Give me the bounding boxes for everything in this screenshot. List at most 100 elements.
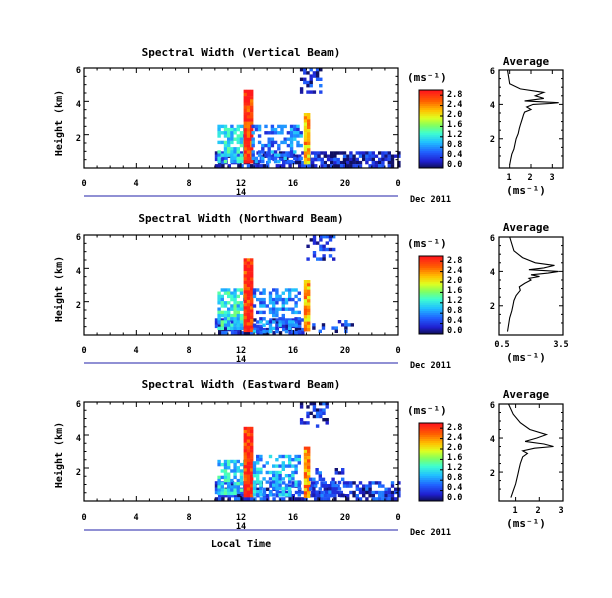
heatmap-cell	[251, 140, 255, 145]
heatmap-cell	[230, 159, 234, 164]
colorbar-segment	[419, 166, 443, 169]
colorbar-tick-2.0: 2.0	[447, 110, 462, 120]
heatmap-cell	[250, 433, 254, 437]
heatmap-cell	[262, 304, 266, 308]
heatmap-cell	[288, 493, 292, 497]
heatmap-cell	[246, 102, 251, 106]
heatmap-cell	[303, 478, 308, 482]
heatmap-cell	[233, 475, 237, 480]
heatmap-cell	[220, 140, 224, 145]
heatmap-cell	[227, 472, 231, 476]
heatmap-cell	[275, 297, 279, 302]
heatmap-cell	[282, 164, 286, 168]
colorbar-tick-0.4: 0.4	[447, 316, 462, 326]
heatmap-cell	[250, 319, 254, 323]
heatmap-cell	[230, 488, 234, 492]
heatmap-cell	[220, 462, 224, 467]
heatmap-cell	[220, 482, 224, 486]
heatmap-cell	[243, 436, 247, 440]
average-x-tick-3.5: 3.5	[553, 340, 568, 350]
heatmap-cell	[307, 452, 311, 457]
heatmap-cell	[220, 313, 224, 318]
heatmap-cell	[315, 471, 319, 475]
heatmap-cell	[243, 312, 247, 317]
colorbar-segment	[419, 330, 443, 333]
heatmap-cell	[259, 291, 263, 295]
heatmap-cell	[265, 480, 269, 484]
heatmap-cell	[252, 486, 257, 491]
colorbar-segment	[419, 306, 443, 310]
heatmap-cell	[257, 153, 262, 157]
heatmap-cell	[328, 247, 333, 252]
colorbar-segment	[419, 129, 443, 132]
heatmap-cell	[283, 140, 287, 145]
heatmap-cell	[227, 143, 231, 148]
heatmap-cell	[243, 274, 247, 278]
heatmap-cell	[319, 408, 323, 412]
heatmap-cell	[328, 484, 332, 488]
heatmap-cell	[334, 487, 338, 491]
average-frame-eastward	[498, 403, 564, 502]
heatmap-cell	[339, 160, 343, 165]
average-panel-vertical: Average 6 4 2 1 2 3 (ms⁻¹)	[490, 55, 564, 197]
heatmap-cell	[220, 485, 224, 489]
colorbar-segment	[419, 444, 443, 447]
heatmap-cell	[303, 321, 308, 325]
heatmap-cell	[239, 143, 244, 148]
colorbar-segment	[419, 162, 443, 165]
heatmap-cell	[333, 490, 337, 495]
colorbar-segment	[419, 273, 443, 276]
heatmap-cell	[284, 493, 289, 497]
average-title-vertical: Average	[503, 55, 550, 68]
heatmap-cell	[277, 153, 281, 157]
colorbar-segment	[419, 438, 443, 441]
heatmap-cell	[221, 331, 225, 335]
colorbar-segment	[419, 127, 443, 130]
colorbar-segment	[419, 312, 443, 315]
heatmap-cell	[289, 143, 294, 148]
heatmap-cell	[323, 494, 327, 498]
heatmap-cell	[243, 442, 247, 447]
average-y-tick-2: 2	[490, 302, 495, 312]
heatmap-cell	[236, 307, 240, 311]
heatmap-cell	[390, 164, 395, 168]
heatmap-cell	[288, 307, 292, 311]
heatmap-cell	[252, 474, 257, 478]
heatmap-cell	[384, 157, 388, 162]
heatmap-cell	[325, 247, 329, 252]
heatmap-cell	[246, 140, 251, 145]
heatmap-cell	[227, 140, 231, 145]
heatmap-cell	[250, 115, 254, 119]
heatmap-cell	[251, 153, 255, 157]
heatmap-cell	[246, 156, 251, 161]
heatmap-cell	[299, 77, 304, 81]
heatmap-cell	[307, 289, 311, 293]
heatmap-cell	[355, 151, 359, 155]
heatmap-cell	[307, 157, 311, 162]
heatmap-cell	[283, 156, 287, 161]
heatmap-cell	[362, 487, 366, 491]
heatmap-cell	[349, 490, 353, 495]
heatmap-cell	[294, 317, 298, 321]
heatmap-cell	[233, 153, 237, 157]
heatmap-cell	[303, 138, 308, 142]
colorbar-segment	[419, 119, 443, 122]
heatmap-cell	[272, 310, 276, 315]
average-title-eastward: Average	[503, 388, 550, 401]
heatmap-cell	[342, 160, 347, 165]
heatmap-cell	[250, 449, 254, 453]
heatmap-cell	[307, 125, 311, 130]
heatmap-cells-eastward	[214, 402, 401, 501]
heatmap-cell	[294, 323, 298, 327]
heatmap-cell	[230, 485, 234, 489]
heatmap-cell	[381, 484, 385, 488]
heatmap-cell	[301, 327, 305, 332]
heatmap-cell	[330, 151, 334, 155]
heatmap-cell	[250, 105, 254, 110]
heatmap-cell	[253, 327, 257, 332]
heatmap-cell	[233, 459, 237, 464]
heatmap-cell	[217, 301, 221, 305]
date-label-vertical: Dec 2011	[410, 195, 451, 205]
heatmap-cell	[246, 471, 251, 475]
heatmap-cell	[214, 318, 219, 322]
